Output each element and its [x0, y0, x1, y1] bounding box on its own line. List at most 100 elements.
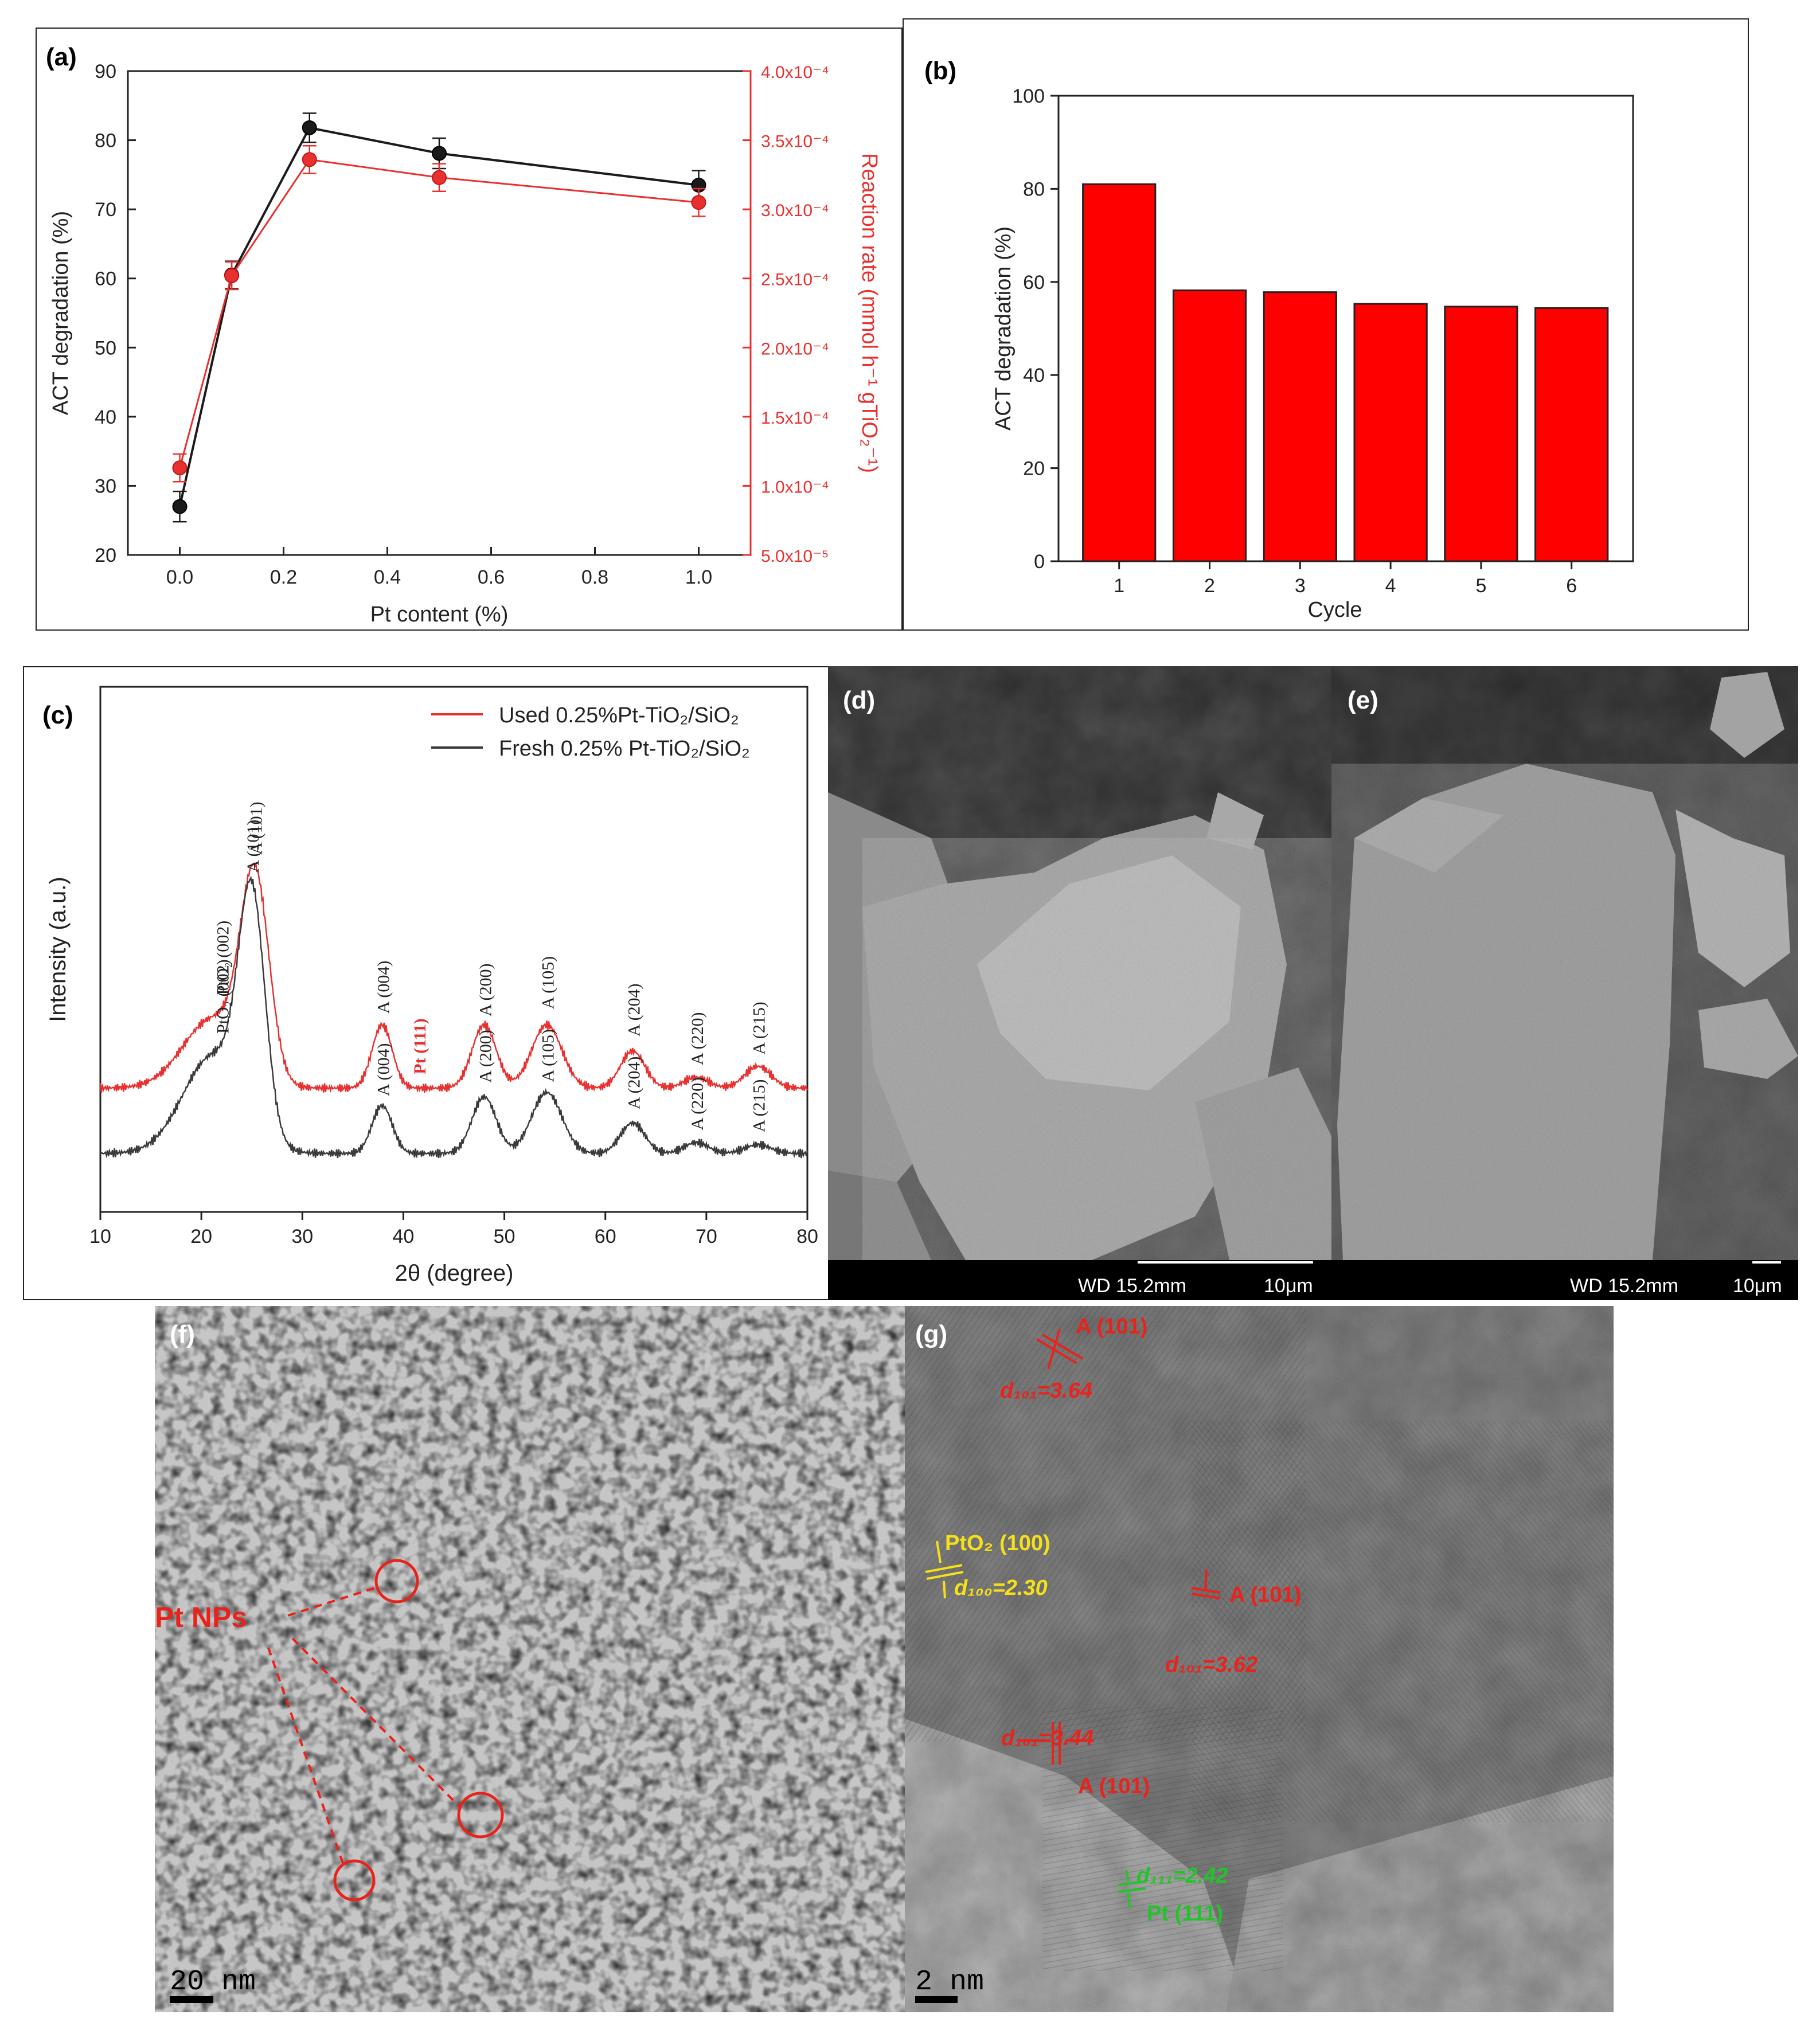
y-tick-label-right: 3.0x10⁻⁴	[761, 201, 829, 220]
chart-b-xlabel: Cycle	[1307, 598, 1362, 622]
x-tick-label: 2	[1204, 575, 1215, 597]
tem-g-scale: 2 nm	[915, 1966, 984, 1998]
y-tick-label: 60	[1023, 272, 1045, 294]
data-point	[691, 195, 706, 210]
xrd-pattern-fresh	[99, 875, 809, 1159]
y-tick-label-right: 5.0x10⁻⁵	[761, 547, 829, 566]
panel-e: (e) WD 15.2mm 10μm	[1331, 666, 1798, 1300]
y-tick-label: 0	[1034, 551, 1045, 573]
sem-e-info: WD 15.2mm	[1570, 1275, 1678, 1297]
chart-b-svg: (b) 0 20 40 60 80 100 1 2 3 4 5 6 Cycle ACT degrad…	[924, 57, 1634, 622]
x-tick-label: 3	[1295, 575, 1306, 597]
pt-np-circle	[333, 1859, 376, 1902]
legend-label-fresh: Fresh 0.25% Pt-TiO₂/SiO₂	[499, 737, 750, 761]
y-tick-label-left: 70	[95, 199, 116, 221]
panel-c: (c) 10 20 30 40 50 60 70 80 PtO₂ (002) A (101) A …	[23, 666, 834, 1300]
y-tick-label: 80	[1023, 178, 1045, 200]
peak-label: PtO₂ (002)	[213, 959, 232, 1034]
x-tick-label: 0.6	[478, 566, 505, 588]
sem-d-info: WD 15.2mm	[1078, 1275, 1186, 1297]
panel-c-label: (c)	[42, 701, 73, 729]
x-tick-label: 30	[291, 1226, 313, 1247]
data-point	[302, 120, 317, 135]
tem-g-annot-7: d₁₀₁=3.44	[1001, 1726, 1093, 1750]
peak-label: A (105)	[539, 956, 558, 1010]
y-tick-label-left: 80	[95, 130, 116, 152]
chart-a-ylabel-right: Reaction rate (mmol h⁻¹ gTiO₂⁻¹)	[857, 153, 881, 473]
panel-f-label: (f)	[170, 1320, 195, 1348]
tem-g-annot-3: PtO₂ (100)	[945, 1531, 1050, 1555]
chart-b-plot-area	[1057, 95, 1634, 562]
chart-b-ylabel: ACT degradation (%)	[991, 226, 1016, 431]
scale-bar-f	[170, 1996, 213, 2003]
y-tick-label: 20	[1023, 458, 1045, 480]
peak-label: A (101)	[247, 801, 265, 855]
y-tick-label-right: 1.5x10⁻⁴	[761, 409, 829, 428]
x-tick-label: 0.2	[270, 566, 297, 588]
y-tick-label-left: 60	[95, 268, 116, 290]
y-tick-label-right: 2.5x10⁻⁴	[761, 271, 829, 290]
x-tick-label: 70	[696, 1226, 717, 1247]
data-point	[302, 152, 317, 167]
x-tick-label: 10	[89, 1226, 111, 1247]
chart-a-svg: (a) 0.0 0.2 0.4 0.6 0.8 1.0 2030405060708090 …	[46, 43, 881, 627]
x-tick-label: 0.4	[374, 566, 401, 588]
tem-g-annot-1: A (101)	[1076, 1315, 1147, 1339]
y-tick-label-left: 30	[95, 475, 116, 497]
y-tick-label-right: 2.0x10⁻⁴	[761, 339, 829, 358]
peak-label: A (220)	[688, 1077, 707, 1131]
sem-image-e: (e) WD 15.2mm 10μm	[1331, 666, 1798, 1300]
pt-np-markers	[333, 1559, 504, 1902]
y-tick-label-left: 40	[95, 406, 116, 428]
tem-f-scale: 20 nm	[170, 1966, 256, 1998]
pt-np-circle	[457, 1792, 504, 1839]
y-tick-label: 100	[1012, 85, 1045, 107]
peak-label: A (101)	[244, 820, 263, 873]
tem-g-annot-9: d₁₁₁=2.42	[1136, 1864, 1228, 1888]
panel-e-label: (e)	[1348, 686, 1378, 714]
x-tick-label: 1.0	[685, 566, 712, 588]
chart-c-xlabel: 2θ (degree)	[395, 1261, 514, 1286]
xrd-pattern-used	[99, 862, 809, 1093]
bar-cycle-5	[1444, 306, 1518, 562]
tem-g-annot-4: d₁₀₀=2.30	[954, 1576, 1048, 1600]
chart-c-svg: (c) 10 20 30 40 50 60 70 80 PtO₂ (002)A (101)A …	[42, 686, 818, 1286]
panel-f: Pt NPs (f) 20 nm	[155, 1306, 905, 2012]
y-tick-label-right: 1.0x10⁻⁴	[761, 478, 829, 496]
peak-label: A (200)	[476, 964, 495, 1017]
x-tick-label: 80	[796, 1226, 818, 1247]
bar-cycle-4	[1353, 303, 1428, 562]
sem-e-scale: 10μm	[1733, 1275, 1782, 1297]
x-tick-label: 40	[393, 1226, 415, 1247]
chart-c-ylabel: Intensity (a.u.)	[45, 877, 71, 1022]
peak-label: Pt (111)	[411, 1018, 429, 1074]
x-tick-label: 5	[1475, 575, 1486, 597]
panel-b-label: (b)	[924, 57, 956, 85]
data-point	[224, 268, 239, 283]
chart-c-plot-area	[99, 686, 809, 1213]
tem-image-g: A (101) d₁₀₁=3.64 PtO₂ (100) d₁₀₀=2.30 A…	[905, 1306, 1614, 2012]
x-tick-label: 0.8	[581, 566, 608, 588]
x-tick-label: 60	[595, 1226, 616, 1247]
y-tick-label-right: 4.0x10⁻⁴	[761, 63, 829, 82]
y-tick-label-left: 20	[95, 545, 116, 566]
chart-a-ylabel-left: ACT degradation (%)	[49, 211, 73, 415]
legend-label-used: Used 0.25%Pt-TiO₂/SiO₂	[499, 703, 739, 728]
sem-image-d: (d) WD 15.2mm 10μm	[828, 666, 1331, 1300]
panel-a: (a) 0.0 0.2 0.4 0.6 0.8 1.0 20 30 40 50 60 70 80 90 …	[36, 28, 903, 631]
pt-np-leader-lines	[267, 1586, 462, 1867]
tem-g-annot-6: d₁₀₁=3.62	[1165, 1653, 1257, 1677]
x-tick-label: 20	[190, 1226, 212, 1247]
tem-g-annot-10: Pt (111)	[1147, 1902, 1223, 1926]
series-line-right	[179, 158, 699, 468]
chart-a-xlabel: Pt content (%)	[370, 603, 509, 627]
sem-d-scale: 10μm	[1264, 1275, 1313, 1297]
peak-label: A (004)	[374, 1043, 393, 1096]
peak-label: A (215)	[750, 1079, 769, 1132]
panel-d: (d) WD 15.2mm 10μm	[828, 666, 1331, 1300]
data-point	[432, 170, 447, 185]
peak-label: PtO₂ (002)	[213, 921, 232, 995]
pt-nps-label: Pt NPs	[155, 1601, 247, 1633]
bar-cycle-6	[1534, 307, 1609, 562]
bar-cycle-2	[1172, 289, 1247, 562]
